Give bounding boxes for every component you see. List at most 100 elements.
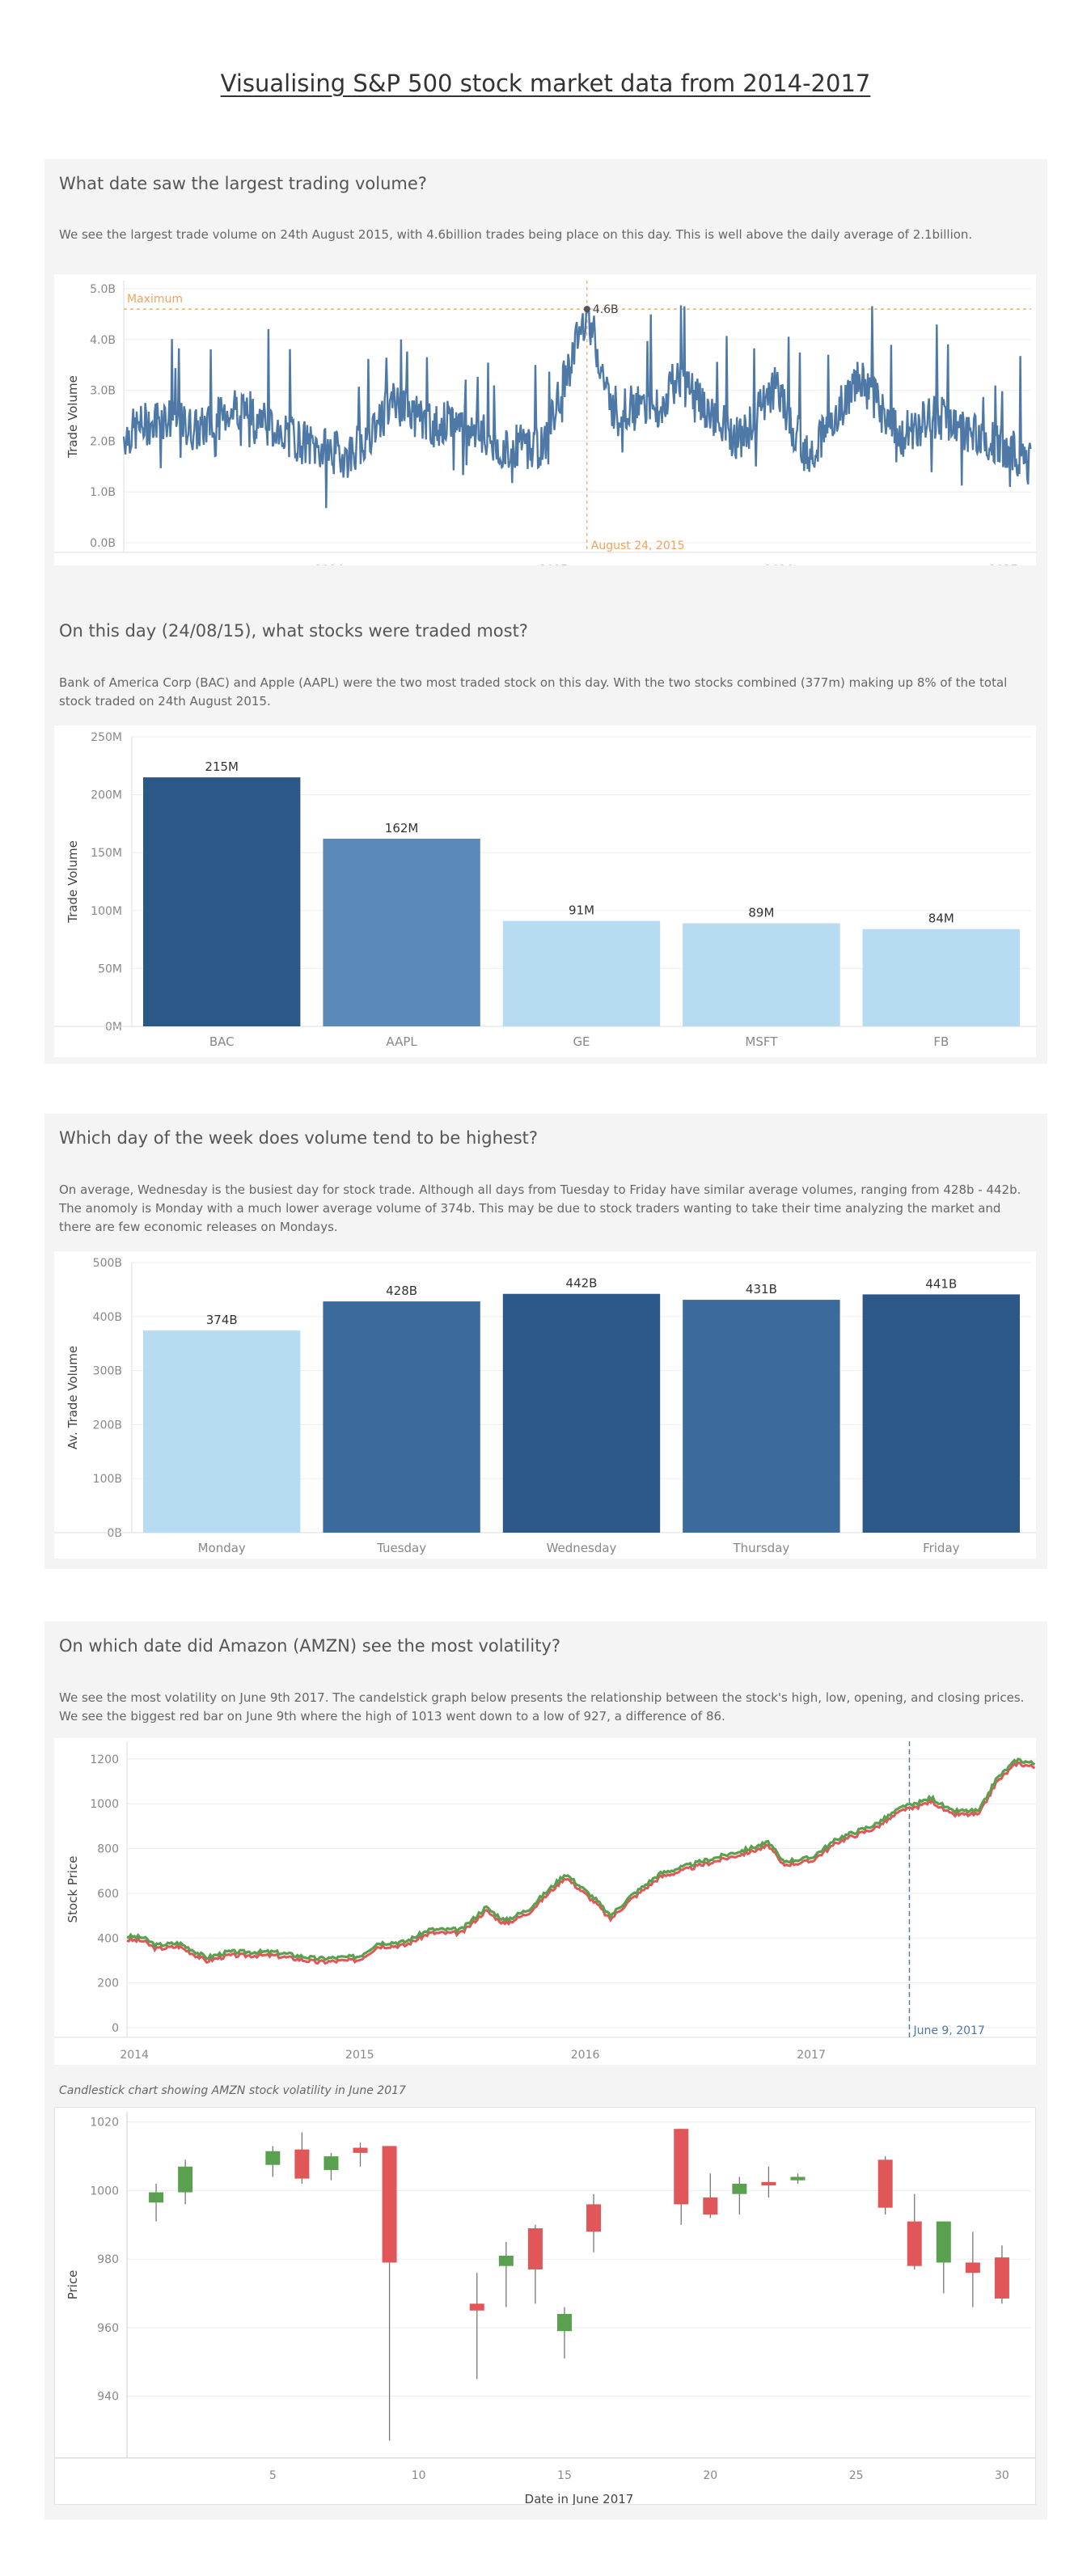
x-axis-label: Date in June 2017	[525, 2492, 634, 2505]
x-tick-label: 20	[703, 2469, 717, 2482]
x-tick-label: 2016	[571, 2049, 600, 2062]
x-tick-label: GE	[573, 1034, 590, 1049]
x-tick-label: 15	[557, 2469, 572, 2482]
y-tick-label: 600	[97, 1888, 119, 1901]
y-tick-label: 3.0B	[90, 385, 116, 398]
section-description: Bank of America Corp (BAC) and Apple (AA…	[59, 675, 1008, 709]
price-low-band	[126, 1761, 1036, 1965]
x-tick-label: AAPL	[386, 1034, 417, 1049]
x-tick-label: 2016	[764, 564, 793, 565]
x-tick-label: 30	[995, 2469, 1009, 2482]
y-axis-label: Price	[66, 2270, 80, 2300]
candlestick-chart[interactable]: 940 960 980 1000 1020 5 10 15 20 25 30 Date in June…	[54, 2107, 1036, 2505]
candle-body	[353, 2147, 368, 2153]
candle-body	[178, 2166, 193, 2193]
x-tick-label: FB	[933, 1034, 949, 1049]
candle-body	[586, 2204, 602, 2232]
y-tick-label: 1020	[90, 2117, 119, 2130]
volume-panel: What date saw the largest trading volume…	[44, 159, 1047, 1064]
section-description: We see the largest trade volume on 24th …	[59, 227, 973, 242]
candle-body	[703, 2197, 718, 2215]
x-tick-label: 2017	[989, 564, 1018, 565]
bar	[683, 1300, 840, 1533]
y-tick-label: 940	[97, 2391, 119, 2404]
section-question: What date saw the largest trading volume…	[59, 174, 427, 193]
x-tick-label: 2017	[797, 2049, 826, 2062]
weekday-panel: Which day of the week does volume tend t…	[44, 1114, 1047, 1569]
bar-value-label: 431B	[746, 1282, 777, 1296]
y-tick-label: 1.0B	[90, 486, 116, 499]
weekday-volume-chart[interactable]: 0B 100B 200B 300B 400B 500B Av. Trade Volume 37…	[54, 1251, 1036, 1559]
y-tick-label: 200B	[93, 1419, 122, 1432]
y-tick-label: 1000	[90, 2185, 119, 2197]
bar-value-label: 89M	[748, 906, 774, 920]
candle-body	[674, 2129, 689, 2205]
candle-body	[732, 2183, 747, 2194]
bar-value-label: 374B	[206, 1313, 238, 1327]
y-tick-label: 1200	[90, 1753, 119, 1766]
x-tick-label: 25	[849, 2469, 864, 2482]
y-tick-label: 4.0B	[90, 334, 116, 347]
y-axis-label: Stock Price	[66, 1856, 80, 1923]
bar-value-label: 428B	[386, 1284, 417, 1298]
y-tick-label: 300B	[93, 1365, 122, 1378]
price-high-band	[126, 1758, 1036, 1961]
x-tick-label: 10	[412, 2469, 426, 2482]
daily-volume-chart[interactable]: 0.0B 1.0B 2.0B 3.0B 4.0B 5.0B 2014 2015 2016 2017…	[54, 274, 1036, 565]
candle-body	[994, 2257, 1009, 2299]
bar	[143, 777, 301, 1026]
y-tick-label: 960	[97, 2322, 119, 2335]
y-tick-label: 50M	[98, 962, 122, 975]
x-tick-label: 2014	[120, 2049, 149, 2062]
bar-value-label: 441B	[925, 1276, 957, 1291]
candle-body	[761, 2181, 776, 2186]
y-tick-label: 2.0B	[90, 435, 116, 448]
candle-body	[294, 2149, 310, 2179]
amzn-panel: On which date did Amazon (AMZN) see the …	[44, 1622, 1047, 2519]
x-tick-label: Monday	[198, 1541, 246, 1555]
y-tick-label: 200M	[91, 789, 122, 802]
y-tick-label: 100B	[93, 1473, 122, 1486]
bar	[323, 839, 480, 1026]
y-tick-label: 400	[97, 1932, 119, 1945]
bar-value-label: 442B	[566, 1276, 598, 1291]
bar-value-label: 84M	[928, 912, 954, 926]
y-tick-label: 0B	[107, 1527, 122, 1540]
chart-border	[54, 2107, 1036, 2505]
candle-body	[527, 2228, 543, 2269]
x-tick-label: Tuesday	[376, 1541, 426, 1555]
candle-body	[877, 2159, 893, 2208]
x-tick-label: 2015	[539, 564, 569, 565]
y-tick-label: 0M	[105, 1021, 122, 1034]
top-stocks-chart[interactable]: 0M 50M 100M 150M 200M 250M Trade Volume 215M BAC…	[54, 725, 1036, 1057]
candle-body	[382, 2146, 397, 2263]
page-title: Visualising S&P 500 stock market data fr…	[220, 70, 871, 97]
candle-body	[907, 2221, 922, 2266]
candle-body	[323, 2156, 339, 2171]
x-tick-label: 2015	[345, 2049, 374, 2062]
y-tick-label: 250M	[91, 731, 122, 744]
candle-body	[965, 2262, 980, 2274]
section-description: On average, Wednesday is the busiest day…	[59, 1182, 1021, 1234]
y-tick-label: 500B	[93, 1257, 122, 1270]
candle-body	[265, 2151, 281, 2165]
bar	[502, 920, 661, 1026]
x-tick-label: Thursday	[733, 1541, 790, 1555]
chart-caption: Candlestick chart showing AMZN stock vol…	[59, 2084, 406, 2097]
bar	[143, 1330, 301, 1533]
section-question: Which day of the week does volume tend t…	[59, 1128, 539, 1148]
volume-series-line	[122, 305, 1032, 509]
date-reference-label: June 9, 2017	[912, 2024, 984, 2037]
weekday-volume-svg: 0B 100B 200B 300B 400B 500B Av. Trade Volume 37…	[54, 1257, 1036, 1555]
y-tick-label: 0	[112, 2022, 119, 2035]
y-axis-label: Av. Trade Volume	[66, 1346, 80, 1449]
candle-body	[556, 2314, 572, 2332]
bar	[683, 923, 840, 1026]
candle-body	[469, 2303, 484, 2311]
y-tick-label: 100M	[91, 905, 122, 918]
date-reference-label: August 24, 2015	[591, 539, 685, 552]
y-tick-label: 150M	[91, 847, 122, 860]
y-tick-label: 980	[97, 2253, 119, 2266]
amzn-price-chart[interactable]: 0 200 400 600 800 1000 1200 2014 2015 2016 2017 Sto…	[54, 1738, 1036, 2065]
candle-body	[936, 2221, 951, 2263]
